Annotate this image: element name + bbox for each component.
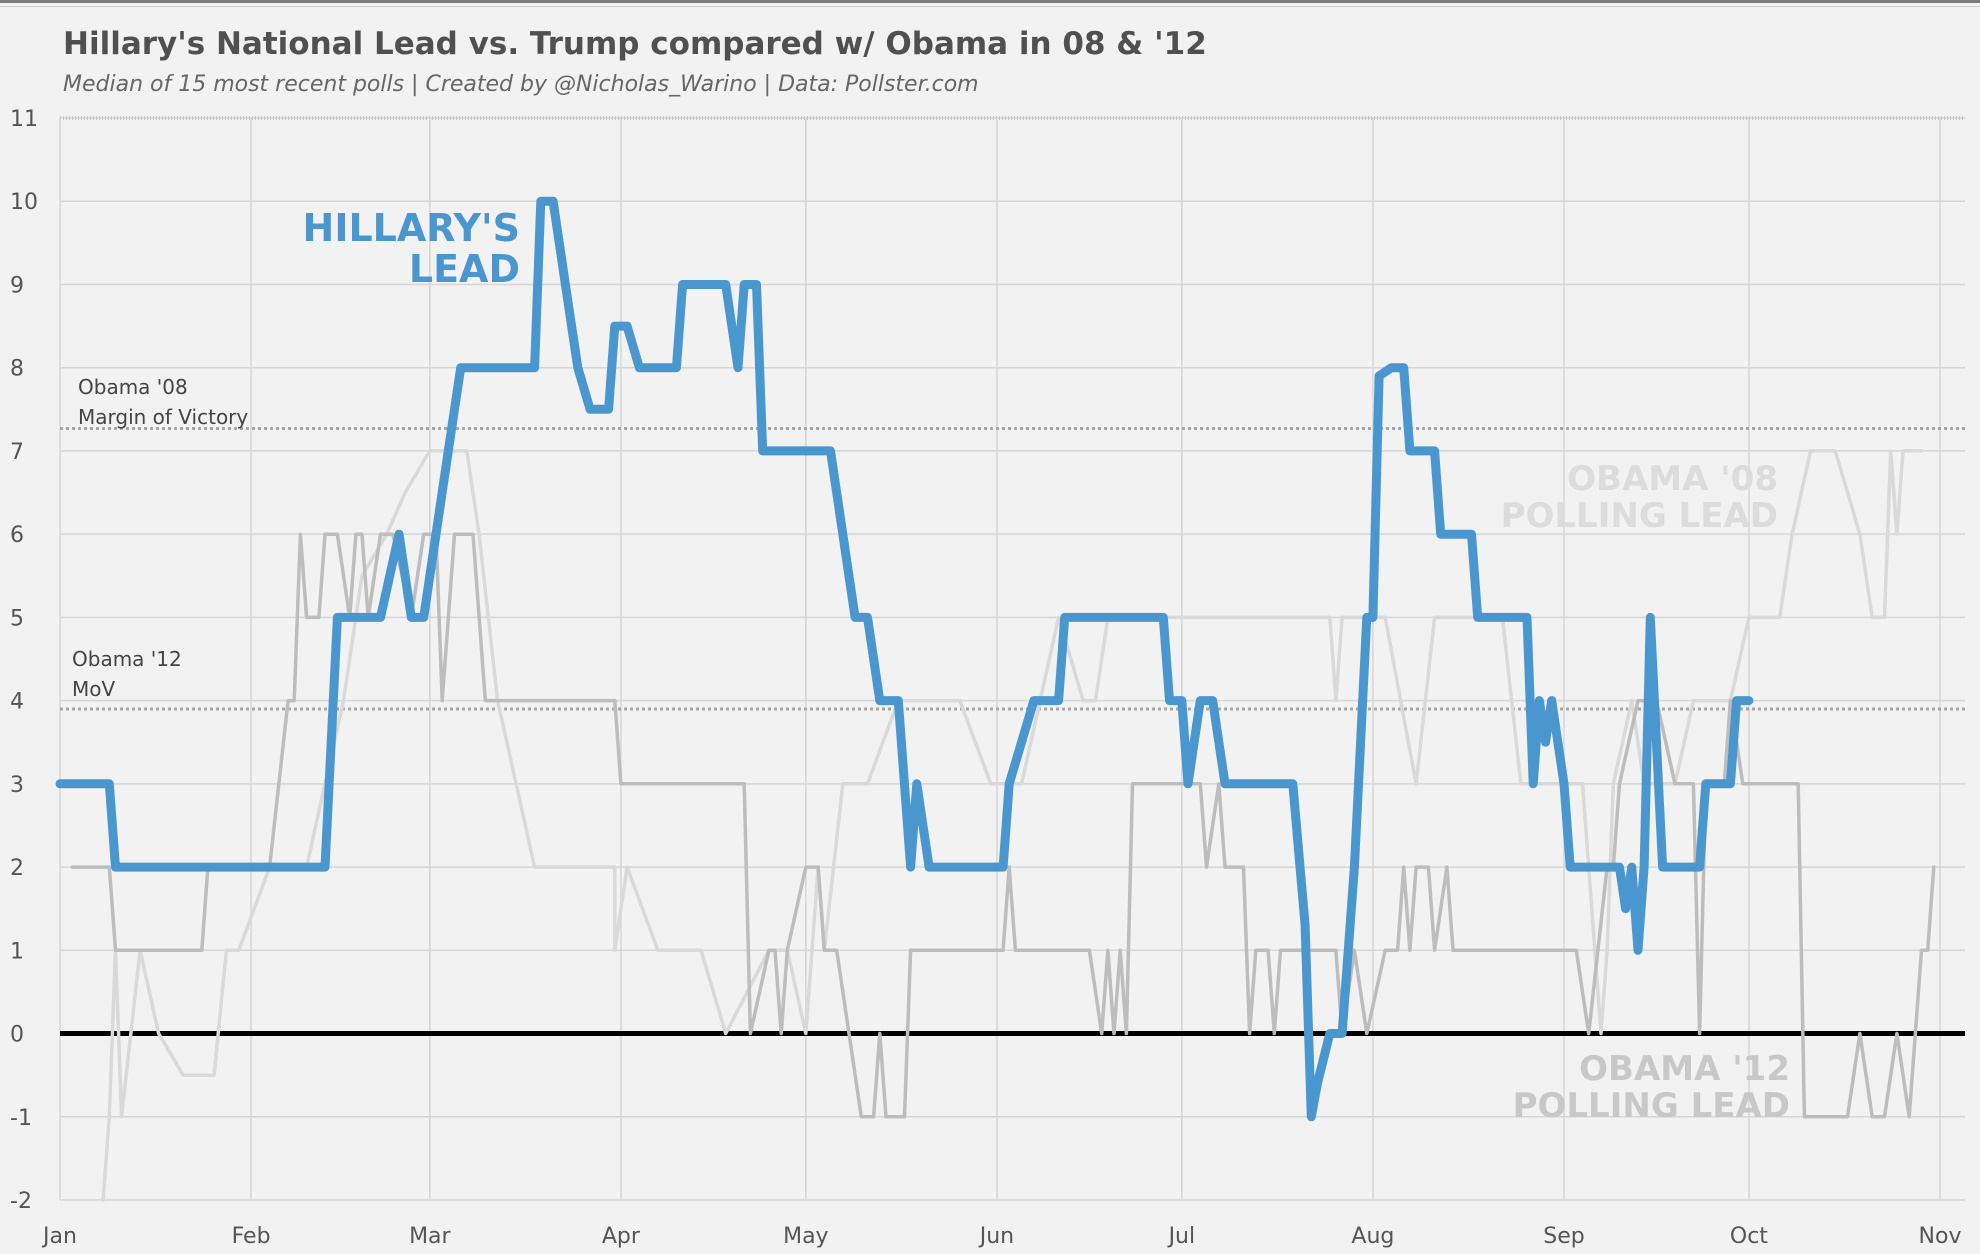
y-tick-label: 10 <box>10 190 38 215</box>
hillary-lead-label: LEAD <box>409 247 520 291</box>
x-tick-label: Jan <box>41 1224 77 1249</box>
x-tick-label: Apr <box>602 1224 641 1249</box>
y-tick-label: 8 <box>10 357 24 382</box>
chart-title: Hillary's National Lead vs. Trump compar… <box>63 26 1207 62</box>
y-tick-label: 2 <box>10 856 24 881</box>
y-tick-label: -2 <box>10 1189 32 1214</box>
reference-line-label: Obama '08 <box>78 375 188 399</box>
chart-subtitle: Median of 15 most recent polls | Created… <box>63 72 979 97</box>
x-tick-label: Nov <box>1919 1224 1962 1249</box>
reference-line-label: Obama '12 <box>72 647 182 671</box>
y-tick-label: 11 <box>10 107 38 132</box>
y-tick-label: 9 <box>10 273 24 298</box>
y-tick-label: 4 <box>10 690 24 715</box>
y-tick-label: 3 <box>10 773 24 798</box>
x-tick-label: Oct <box>1730 1224 1768 1249</box>
x-tick-label: Aug <box>1351 1224 1394 1249</box>
x-tick-label: May <box>783 1224 828 1249</box>
y-tick-label: 0 <box>10 1023 24 1048</box>
top-rule-thin <box>0 6 1980 7</box>
series-line-hillary <box>55 196 1754 1122</box>
top-rule <box>0 0 1980 3</box>
x-tick-label: Sep <box>1543 1224 1584 1249</box>
reference-line-label: MoV <box>72 677 115 701</box>
obama08-lead-label: POLLING LEAD <box>1501 496 1778 536</box>
hillary-lead-label: HILLARY'S <box>303 206 520 250</box>
reference-line-label: Margin of Victory <box>78 405 248 429</box>
x-tick-label: Jun <box>978 1224 1014 1249</box>
y-tick-label: 5 <box>10 606 24 631</box>
y-tick-label: -1 <box>10 1106 32 1131</box>
x-tick-label: Jul <box>1167 1224 1196 1249</box>
y-tick-label: 1 <box>10 939 24 964</box>
y-tick-label: 6 <box>10 523 24 548</box>
obama12-lead-label: POLLING LEAD <box>1513 1086 1790 1126</box>
obama12-lead-label: OBAMA '12 <box>1579 1049 1790 1089</box>
x-tick-label: Mar <box>409 1224 451 1249</box>
obama08-lead-label: OBAMA '08 <box>1567 459 1778 499</box>
y-tick-label: 7 <box>10 440 24 465</box>
x-tick-label: Feb <box>232 1224 271 1249</box>
